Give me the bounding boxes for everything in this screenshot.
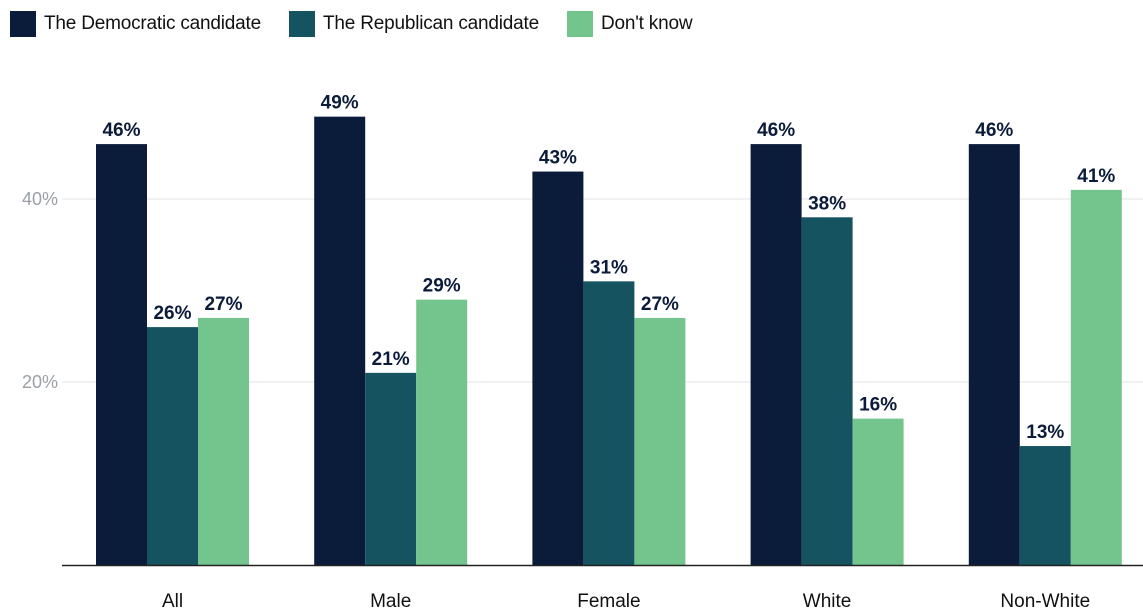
y-tick-label: 40%	[22, 189, 58, 209]
legend-label-dont-know: Don't know	[600, 13, 693, 34]
bar	[583, 281, 635, 565]
bar-value-label: 27%	[204, 294, 242, 315]
bar	[750, 144, 802, 565]
bar	[634, 317, 686, 565]
bar-value-label: 16%	[859, 395, 897, 416]
legend-item-democratic: The Democratic candidate	[10, 11, 261, 37]
bar	[198, 317, 249, 565]
bar	[1019, 446, 1071, 565]
bar-value-label: 46%	[102, 120, 140, 141]
legend: The Democratic candidate The Republican …	[10, 10, 720, 38]
bar	[852, 418, 904, 565]
bar-value-label: 13%	[1026, 422, 1064, 443]
y-tick-label: 20%	[22, 372, 58, 392]
bar-value-label: 27%	[641, 294, 679, 315]
bar-value-label: 21%	[372, 349, 410, 370]
bar	[801, 217, 853, 566]
bar-value-label: 26%	[153, 303, 191, 324]
bar	[96, 144, 147, 565]
x-category-label: Female	[577, 591, 640, 609]
legend-label-republican: The Republican candidate	[322, 13, 539, 34]
bar-value-label: 43%	[539, 148, 577, 169]
legend-swatch-democratic	[10, 11, 36, 37]
bar	[532, 171, 584, 566]
legend-swatch-dont-know	[566, 11, 593, 37]
bar-value-label: 38%	[808, 193, 846, 214]
legend-swatch-republican	[288, 11, 315, 37]
x-category-label: All	[162, 591, 183, 609]
bar-value-label: 31%	[590, 257, 628, 278]
bar	[968, 144, 1020, 565]
legend-item-republican: The Republican candidate	[288, 11, 539, 37]
legend-label-democratic: The Democratic candidate	[44, 13, 261, 34]
x-category-label: Non-White	[1000, 591, 1090, 609]
bar	[365, 372, 417, 565]
bar-value-label: 46%	[975, 120, 1013, 141]
bar	[1070, 189, 1122, 565]
bar-value-label: 29%	[423, 276, 461, 297]
bar-value-label: 49%	[321, 93, 359, 114]
bar	[147, 327, 198, 565]
bar-value-label: 41%	[1077, 166, 1115, 187]
legend-item-dont-know: Don't know	[566, 11, 693, 37]
x-category-label: White	[803, 591, 852, 609]
bar	[416, 299, 468, 565]
x-category-label: Male	[370, 591, 411, 609]
bar	[314, 116, 366, 566]
bar-value-label: 46%	[757, 120, 795, 141]
